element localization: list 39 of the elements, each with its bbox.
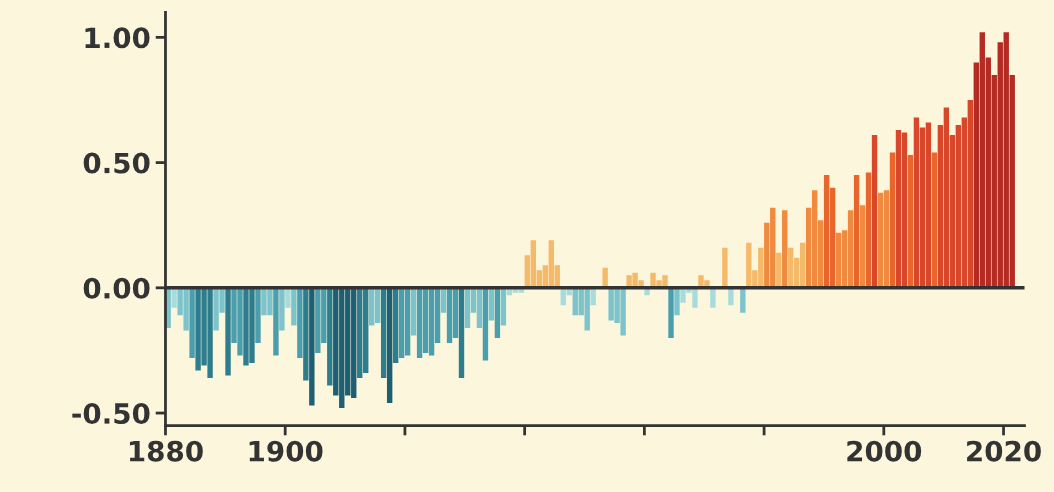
bar [225, 287, 231, 376]
bar [255, 287, 261, 343]
bar [273, 287, 279, 356]
bar [458, 287, 465, 378]
bar [722, 247, 728, 288]
x-tick-label: 1900 [249, 440, 323, 462]
bar [285, 287, 291, 308]
bar [889, 152, 896, 288]
bar [740, 287, 746, 313]
bar [853, 175, 860, 288]
x-tick-label: 2000 [847, 440, 922, 462]
bar [871, 135, 878, 288]
y-tick-label: -0.50 [72, 402, 150, 424]
bar [327, 287, 333, 386]
x-tick-label: 1880 [129, 440, 203, 462]
y-tick-label: 1.00 [85, 27, 150, 49]
x-tick-label: 2020 [967, 440, 1041, 462]
bar [482, 287, 489, 361]
bar [380, 287, 387, 378]
bar [189, 287, 195, 358]
y-tick-label: 0.50 [83, 152, 150, 174]
bar [386, 287, 393, 404]
bar [291, 287, 297, 326]
bar [279, 287, 285, 331]
bar [602, 267, 608, 288]
bar [303, 287, 309, 381]
bar [931, 152, 938, 288]
bar [865, 172, 872, 288]
bar [171, 287, 177, 308]
bar [859, 205, 866, 288]
bar [309, 287, 315, 406]
bar [674, 287, 680, 316]
y-tick-label: 0.00 [83, 277, 150, 299]
bar [710, 287, 716, 308]
bar [297, 287, 303, 358]
bar [392, 287, 399, 363]
bar [668, 287, 674, 338]
bar [907, 155, 914, 288]
bar [782, 210, 788, 288]
